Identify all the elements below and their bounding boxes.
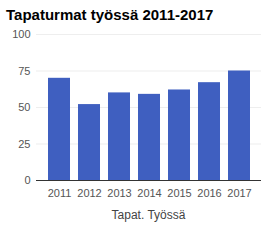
- svg-text:75: 75: [18, 65, 30, 77]
- svg-text:100: 100: [12, 28, 30, 40]
- svg-text:50: 50: [18, 101, 30, 113]
- svg-text:2013: 2013: [107, 187, 131, 199]
- html-text:Tapaturmat työssä 2011-2017: Tapaturmat työssä 2011-2017: [6, 6, 214, 23]
- svg-text:2011: 2011: [48, 187, 72, 199]
- svg-text:25: 25: [18, 138, 30, 150]
- svg-text:2016: 2016: [197, 187, 221, 199]
- svg-text:2017: 2017: [227, 187, 251, 199]
- svg-text:2014: 2014: [137, 187, 161, 199]
- svg-text:2012: 2012: [77, 187, 101, 199]
- html-text:Tapat. Työssä: Tapat. Työssä: [111, 208, 186, 222]
- svg-text:0: 0: [24, 174, 30, 186]
- svg-text:2015: 2015: [167, 187, 191, 199]
